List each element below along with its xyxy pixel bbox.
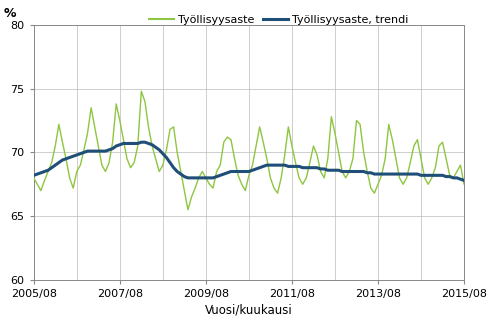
- X-axis label: Vuosi/kuukausi: Vuosi/kuukausi: [205, 303, 293, 316]
- Text: %: %: [3, 7, 16, 20]
- Legend: Työllisyysaste, Työllisyysaste, trendi: Työllisyysaste, Työllisyysaste, trendi: [145, 10, 413, 29]
